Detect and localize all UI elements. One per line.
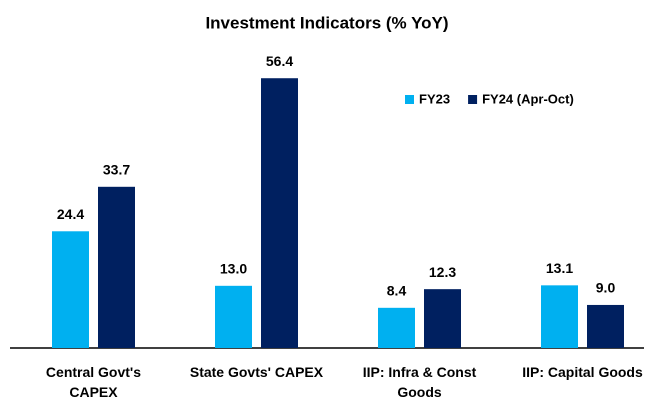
x-tick-label: IIP: Infra & Const Goods xyxy=(362,364,477,400)
data-label: 9.0 xyxy=(596,280,616,296)
bar xyxy=(98,186,135,348)
bar xyxy=(215,285,252,348)
x-tick-label: State Govts' CAPEX xyxy=(189,364,324,380)
bar xyxy=(378,307,415,348)
bar xyxy=(261,78,298,348)
data-label: 24.4 xyxy=(57,206,84,222)
bar xyxy=(541,285,578,348)
data-label: 13.1 xyxy=(546,260,573,276)
bar xyxy=(424,289,461,348)
x-tick-label: IIP: Capital Goods xyxy=(522,364,643,380)
x-tick-label: Central Govt's CAPEX xyxy=(45,364,142,400)
legend-label: FY23 xyxy=(419,91,450,106)
legend-swatch xyxy=(468,95,478,104)
legend-swatch xyxy=(405,95,414,104)
bar xyxy=(52,231,89,348)
data-label: 56.4 xyxy=(266,53,293,69)
legend-label: FY24 (Apr-Oct) xyxy=(482,91,574,106)
data-label: 33.7 xyxy=(103,162,130,178)
data-label: 8.4 xyxy=(387,283,407,299)
chart-title: Investment Indicators (% YoY) xyxy=(205,13,448,32)
bar xyxy=(587,304,624,348)
data-label: 13.0 xyxy=(220,261,247,277)
data-label: 12.3 xyxy=(429,264,456,280)
